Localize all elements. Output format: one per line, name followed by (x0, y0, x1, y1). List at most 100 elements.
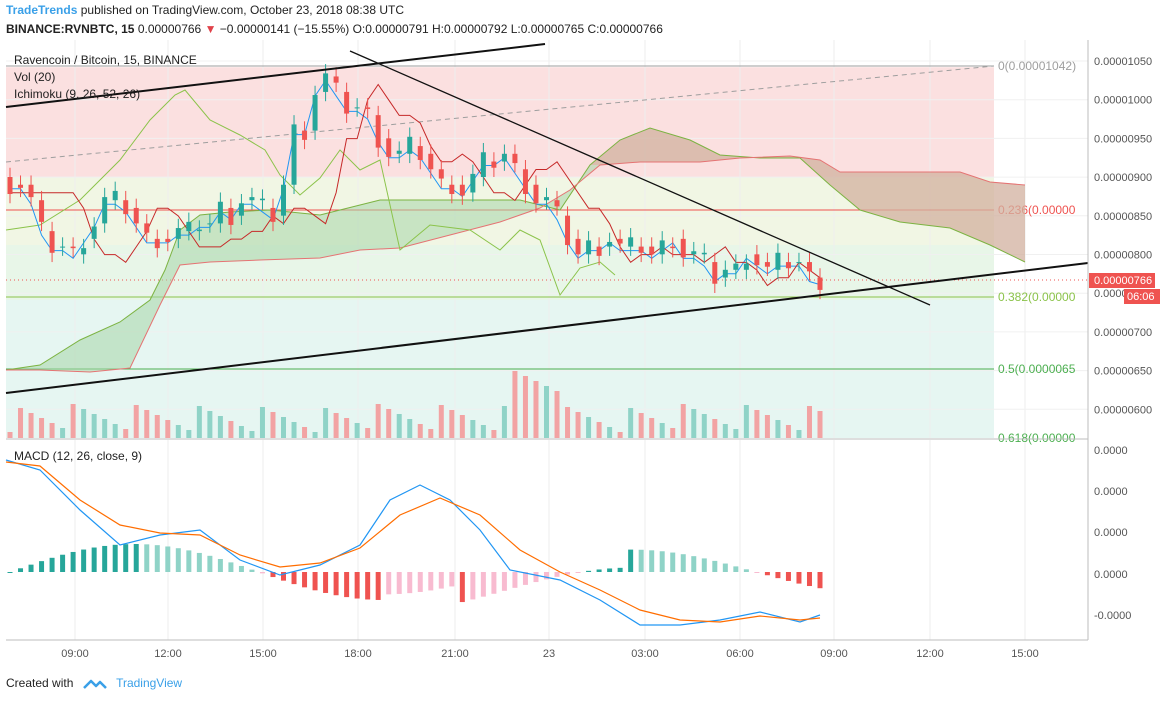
macd-histogram-bar (344, 572, 350, 598)
macd-histogram-bar (617, 567, 623, 572)
candle-body (154, 238, 160, 249)
symbol-label: BINANCE:RVNBTC, 15 (6, 22, 135, 36)
candle-body (691, 251, 697, 255)
volume-bar (743, 405, 749, 438)
volume-bar (638, 413, 644, 438)
macd-histogram-bar (449, 572, 455, 587)
macd-histogram-bar (238, 565, 244, 572)
countdown-tag-text: 06:06 (1127, 291, 1155, 303)
price-axis-label: 0.00000700 (1094, 327, 1152, 339)
time-axis-label: 09:00 (61, 648, 89, 660)
macd-histogram-bar (333, 572, 339, 596)
candle-body (207, 223, 213, 225)
volume-bar (70, 404, 76, 438)
macd-histogram-bar (7, 572, 13, 573)
candle-body (186, 221, 192, 232)
macd-histogram-bar (754, 572, 760, 573)
volume-bar (28, 413, 34, 438)
volume-bar (417, 424, 423, 438)
macd-histogram-bar (81, 549, 87, 572)
chart-canvas[interactable]: 0(0.00001042)0.236(0.000000.382(0.000000… (0, 40, 1166, 672)
volume-bar (375, 404, 381, 438)
volume-bar (312, 432, 318, 438)
senkou-span-b (6, 155, 1026, 373)
macd-histogram-bar (365, 572, 371, 600)
senkou-span-a (5, 127, 1026, 371)
tradingview-link[interactable]: TradingView (116, 676, 183, 690)
author-name[interactable]: TradeTrends (6, 3, 78, 17)
time-axis-label: 09:00 (820, 648, 848, 660)
candle-body (449, 184, 455, 195)
last-price-tag-text: 0.00000766 (1094, 275, 1152, 287)
price-axis-label: 0.00000800 (1094, 250, 1152, 262)
volume-bar (428, 429, 434, 438)
volume-bar (449, 410, 455, 438)
macd-histogram-bar (491, 572, 497, 594)
last-price-tag (1089, 273, 1155, 288)
candle-body (480, 152, 486, 177)
candle-body (554, 200, 560, 207)
candle-body (796, 262, 802, 264)
candle-body (396, 150, 402, 154)
macd-histogram-bar (281, 572, 287, 581)
macd-histogram-bar (60, 554, 66, 572)
candle-body (565, 215, 571, 246)
macd-histogram-bar (796, 572, 802, 584)
volume-bar (796, 430, 802, 438)
price-axis-label: 0.00000850 (1094, 211, 1152, 223)
macd-histogram-bar (459, 572, 465, 603)
fib-label: 0.382(0.00000 (998, 290, 1076, 304)
macd-histogram-bar (764, 572, 770, 576)
macd-histogram-bar (207, 555, 213, 572)
volume-bar (165, 420, 171, 438)
candle-body (754, 254, 760, 266)
candle-body (175, 228, 181, 239)
publish-line: TradeTrends published on TradingView.com… (6, 3, 404, 17)
candle-body (543, 197, 549, 201)
candle-body (196, 229, 202, 232)
macd-histogram-bar (470, 572, 476, 600)
macd-histogram-bar (512, 572, 518, 588)
macd-histogram-bar (165, 546, 171, 572)
macd-histogram-bar (291, 572, 297, 585)
macd-axis-label: -0.0000 (1094, 610, 1131, 622)
candle-body (722, 269, 728, 278)
volume-bar (133, 405, 139, 438)
time-axis-label: 06:00 (726, 648, 754, 660)
macd-histogram-bar (354, 572, 360, 599)
volume-bar (270, 412, 276, 438)
macd-legend: MACD (12, 26, close, 9) (14, 449, 142, 463)
created-with: Created with (6, 676, 74, 690)
volume-bar (722, 424, 728, 438)
volume-bar (354, 423, 360, 438)
fib-zone-0 (6, 67, 994, 178)
candle-body (333, 76, 339, 83)
macd-histogram-bar (712, 560, 718, 572)
volume-bar (60, 428, 66, 438)
volume-bar (91, 414, 97, 438)
macd-histogram-bar (691, 556, 697, 572)
volume-bar (701, 414, 707, 438)
volume-bar (785, 425, 791, 438)
macd-histogram-bar (670, 552, 676, 572)
candle-body (7, 177, 13, 195)
tenkan-sen (10, 79, 821, 286)
macd-histogram-bar (312, 572, 318, 591)
candle-body (806, 262, 812, 272)
macd-histogram-bar (554, 572, 560, 577)
candle-body (628, 237, 634, 247)
macd-histogram-bar (743, 569, 749, 572)
candle-body (228, 207, 234, 225)
candle-body (123, 200, 129, 215)
candle-body (323, 73, 329, 92)
candle-body (438, 169, 444, 179)
volume-bar (764, 415, 770, 438)
candle-body (18, 184, 24, 188)
ichimoku-cloud-green (6, 128, 1025, 372)
volume-bar (691, 409, 697, 438)
candle-body (249, 197, 255, 201)
volume-bar (491, 430, 497, 438)
candle-body (302, 130, 308, 140)
candle-body (649, 246, 655, 255)
volume-bar (659, 423, 665, 438)
